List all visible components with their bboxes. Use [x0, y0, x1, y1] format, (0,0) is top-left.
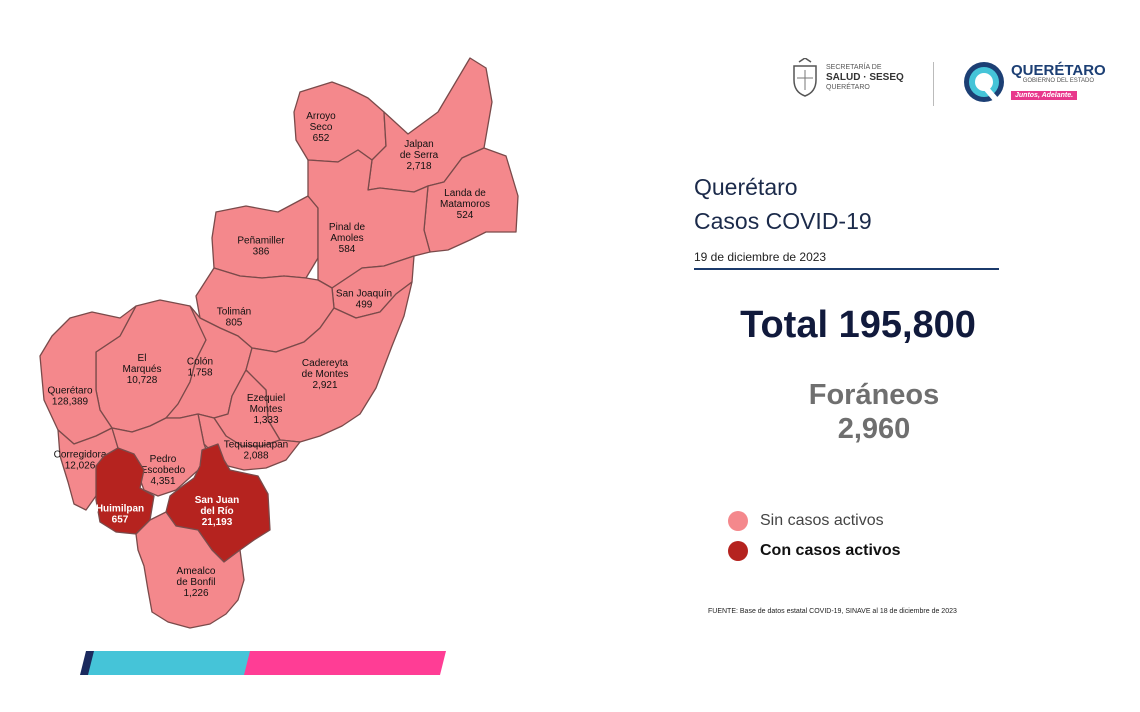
header-logos: SECRETARÍA DE SALUD · SESEQ QUERÉTARO QU… [790, 58, 1120, 110]
municipality-name-toliman: Tolimán [217, 307, 251, 318]
municipality-name-el-marques: El [138, 353, 147, 364]
municipality-name-cadereyta-de-montes: Cadereyta [302, 358, 349, 369]
municipality-name-san-juan-del-rio: del Río [200, 506, 233, 517]
qro-logo-tagline: Juntos, Adelante. [1011, 90, 1078, 100]
municipality-name-huimilpan: Huimilpan [96, 504, 144, 515]
seseq-logo: SECRETARÍA DE SALUD · SESEQ QUERÉTARO [790, 58, 904, 98]
municipality-name-corregidora: Corregidora [54, 450, 107, 461]
brand-bar-pink [244, 651, 446, 675]
foraneos-label: Foráneos [808, 379, 940, 411]
municipality-name-el-marques: Marqués [123, 364, 162, 375]
title-line1: Querétaro [694, 174, 798, 200]
municipality-name-ezequiel-montes: Montes [250, 404, 283, 415]
municipality-name-jalpan-de-serra: de Serra [400, 150, 439, 161]
coat-of-arms-icon [793, 58, 817, 97]
municipality-cases-toliman: 805 [226, 318, 243, 329]
municipality-name-colon: Colón [187, 357, 213, 368]
legend-item-active: Con casos activos [728, 536, 901, 566]
municipality-cases-amealco-de-bonfil: 1,226 [183, 588, 208, 599]
legend-label-active: Con casos activos [760, 542, 901, 559]
municipality-shape-tequisquiapan [197, 413, 301, 471]
brand-bar-cyan [88, 651, 252, 675]
legend-swatch-active [728, 541, 748, 561]
municipality-shape-amealco-de-bonfil [135, 511, 245, 629]
qro-logo-name: QUERÉTARO [1011, 61, 1106, 79]
municipality-name-pinal-de-amoles: Amoles [330, 233, 363, 244]
municipality-cases-ezequiel-montes: 1,333 [253, 415, 278, 426]
municipality-name-pedro-escobedo: Escobedo [141, 465, 186, 476]
qro-logo-sub: GOBIERNO DEL ESTADO [1022, 78, 1095, 85]
municipality-shape-huimilpan [95, 447, 155, 535]
title-underline [694, 268, 999, 270]
municipality-name-jalpan-de-serra: Jalpan [404, 139, 433, 150]
queretaro-government-logo: QUERÉTARO GOBIERNO DEL ESTADO Juntos, Ad… [962, 60, 1106, 104]
municipality-cases-pinal-de-amoles: 584 [339, 244, 356, 255]
municipality-cases-penamiller: 386 [253, 247, 270, 258]
municipality-shape-landa-de-matamoros [423, 147, 519, 253]
municipality-cases-san-joaquin: 499 [356, 300, 373, 311]
municipality-cases-corregidora: 12,026 [65, 461, 96, 472]
seseq-line2: SALUD · SESEQ [826, 72, 904, 83]
municipality-cases-landa-de-matamoros: 524 [457, 210, 474, 221]
municipality-cases-pedro-escobedo: 4,351 [150, 476, 175, 487]
municipality-name-arroyo-seco: Seco [310, 122, 333, 133]
municipality-cases-jalpan-de-serra: 2,718 [406, 161, 431, 172]
municipality-cases-huimilpan: 657 [112, 515, 129, 526]
municipality-name-queretaro: Querétaro [47, 386, 92, 397]
municipality-cases-tequisquiapan: 2,088 [243, 451, 268, 462]
municipality-cases-arroyo-seco: 652 [313, 133, 330, 144]
legend-swatch-inactive [728, 511, 748, 531]
legend: Sin casos activos Con casos activos [728, 506, 901, 566]
legend-item-inactive: Sin casos activos [728, 506, 901, 536]
total-cases: Total 195,800 [740, 304, 976, 346]
municipality-cases-queretaro: 128,389 [52, 397, 89, 408]
municipality-name-cadereyta-de-montes: de Montes [302, 369, 349, 380]
seseq-line3: QUERÉTARO [826, 84, 870, 91]
title-line2: Casos COVID-19 [694, 208, 872, 234]
brand-color-bar [80, 651, 446, 675]
municipality-cases-el-marques: 10,728 [127, 375, 158, 386]
municipality-name-arroyo-seco: Arroyo [306, 111, 336, 122]
logo-divider [933, 62, 934, 106]
municipality-name-san-juan-del-rio: San Juan [195, 495, 239, 506]
report-date: 19 de diciembre de 2023 [694, 250, 827, 264]
municipality-cases-san-juan-del-rio: 21,193 [202, 517, 233, 528]
municipality-name-tequisquiapan: Tequisquiapan [224, 440, 289, 451]
municipality-cases-colon: 1,758 [187, 368, 212, 379]
municipality-name-pinal-de-amoles: Pinal de [329, 222, 366, 233]
municipality-name-amealco-de-bonfil: de Bonfil [177, 577, 216, 588]
municipality-name-san-joaquin: San Joaquín [336, 289, 392, 300]
municipality-name-ezequiel-montes: Ezequiel [247, 393, 285, 404]
legend-label-inactive: Sin casos activos [760, 512, 884, 529]
foraneos-value: 2,960 [837, 413, 911, 445]
municipality-name-landa-de-matamoros: Landa de [444, 188, 486, 199]
municipality-name-landa-de-matamoros: Matamoros [440, 199, 490, 210]
source-note: FUENTE: Base de datos estatal COVID-19, … [708, 608, 957, 615]
queretaro-q-icon [964, 62, 1004, 102]
municipality-name-pedro-escobedo: Pedro [150, 454, 177, 465]
municipality-name-amealco-de-bonfil: Amealco [177, 566, 216, 577]
municipality-shape-queretaro [39, 305, 137, 445]
municipality-name-penamiller: Peñamiller [237, 236, 285, 247]
seseq-line1: SECRETARÍA DE [826, 63, 882, 71]
municipality-cases-cadereyta-de-montes: 2,921 [312, 380, 337, 391]
municipality-shape-arroyo-seco [293, 81, 387, 163]
foraneos-block: Foráneos 2,960 [600, 378, 1140, 446]
municipality-shape-pinal-de-amoles [307, 149, 431, 289]
page-title: Querétaro Casos COVID-19 [694, 170, 872, 238]
